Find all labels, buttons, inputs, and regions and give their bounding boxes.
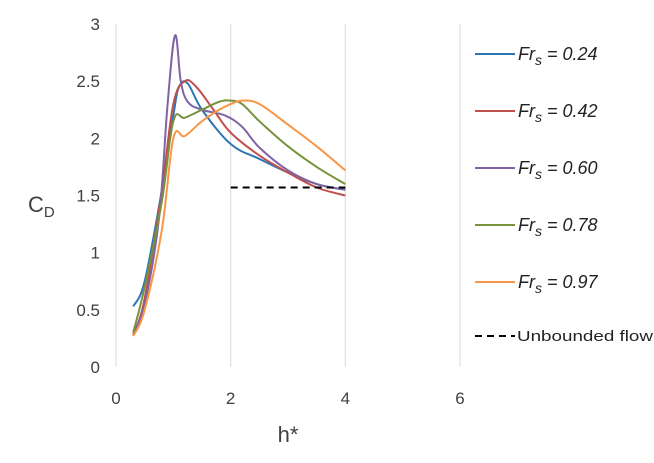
series-line-5	[132, 99, 346, 337]
legend-label-1: Frs = 0.24	[518, 44, 598, 68]
series-lines	[132, 34, 346, 337]
series-line-2	[132, 79, 346, 336]
y-tick-label: 0	[91, 358, 100, 377]
x-axis-title: h*	[278, 422, 299, 447]
legend-label-unbounded: Unbounded flow	[517, 328, 653, 345]
y-tick-label: 3	[91, 15, 100, 34]
series-line-4	[132, 99, 346, 333]
legend-label-2: Frs = 0.42	[518, 101, 598, 125]
x-tick-label: 0	[111, 389, 120, 408]
x-tick-label: 2	[226, 389, 235, 408]
y-tick-label: 0.5	[76, 301, 100, 320]
y-tick-label: 2.5	[76, 72, 100, 91]
y-tick-label: 2	[91, 129, 100, 148]
y-axis-title: CD	[28, 192, 55, 221]
y-tick-label: 1	[91, 244, 100, 263]
legend-label-5: Frs = 0.97	[518, 272, 599, 296]
legend-label-3: Frs = 0.60	[518, 158, 598, 182]
x-tick-labels: 0 2 4 6	[111, 389, 464, 408]
y-tick-label: 1.5	[76, 187, 100, 206]
legend: Frs = 0.24 Frs = 0.42 Frs = 0.60 Frs = 0.78…	[475, 44, 653, 345]
x-tick-label: 6	[455, 389, 464, 408]
legend-label-4: Frs = 0.78	[518, 215, 598, 239]
y-tick-labels: 0 0.5 1 1.5 2 2.5 3	[76, 15, 100, 377]
x-tick-label: 4	[341, 389, 350, 408]
